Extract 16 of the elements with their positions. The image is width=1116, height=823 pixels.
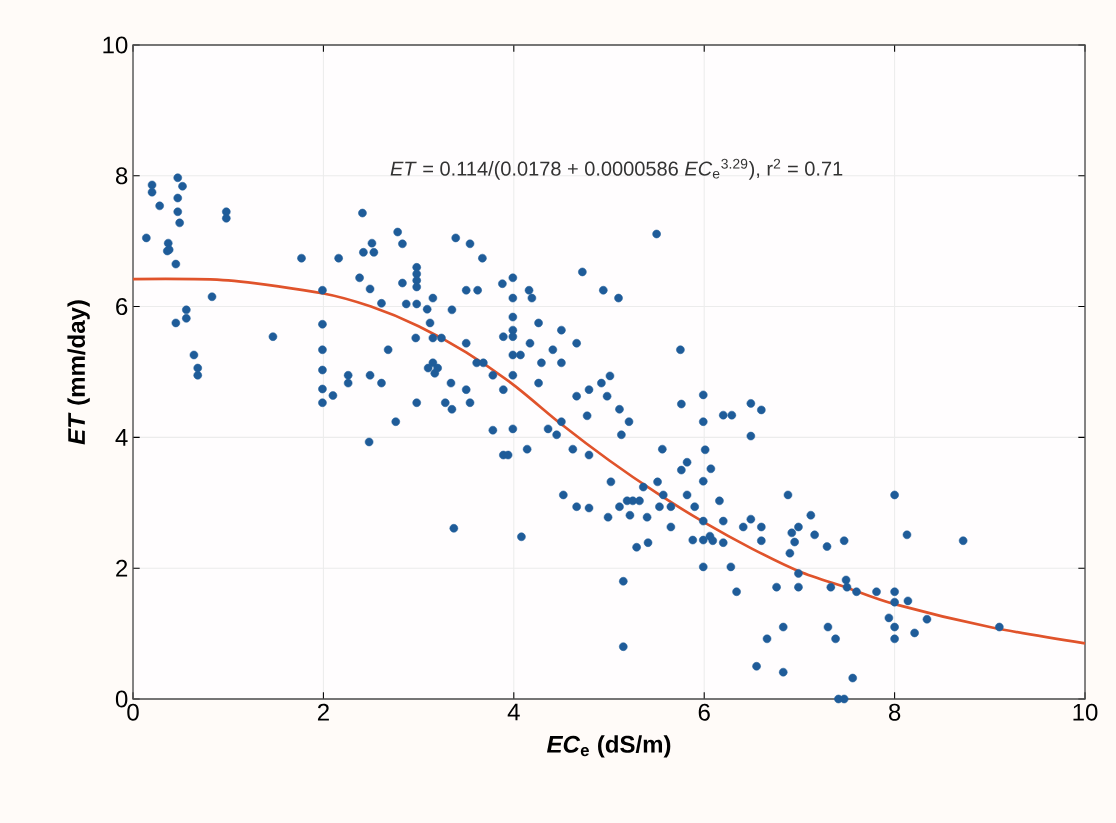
x-tick-label: 6	[698, 703, 710, 721]
x-tick-label: 10	[1073, 703, 1098, 721]
line-series	[131, 277, 1087, 645]
y-axis-title: ET (mm/day)	[67, 300, 90, 445]
y-tick-label: 2	[116, 559, 128, 577]
y-tick-label: 8	[116, 167, 128, 185]
x-tick-label: 0	[127, 703, 139, 721]
y-tick-label: 0	[115, 690, 128, 708]
y-tick-label: 10	[103, 36, 128, 54]
x-tick-label: 4	[507, 703, 520, 721]
x-axis-title: EC$_{e}$ (dS/m)	[546, 735, 671, 758]
x-tick-label: 8	[888, 703, 901, 721]
y-tick-label: 4	[115, 429, 128, 446]
annotation: ET = 0.114/(0.0178 + 0.0000586 EC$_{e}$$^{3.29}$), r$^{2}$ = 0.71	[390, 158, 843, 180]
y-tick-label: 6	[116, 298, 128, 316]
x-tick-label: 2	[317, 703, 329, 721]
